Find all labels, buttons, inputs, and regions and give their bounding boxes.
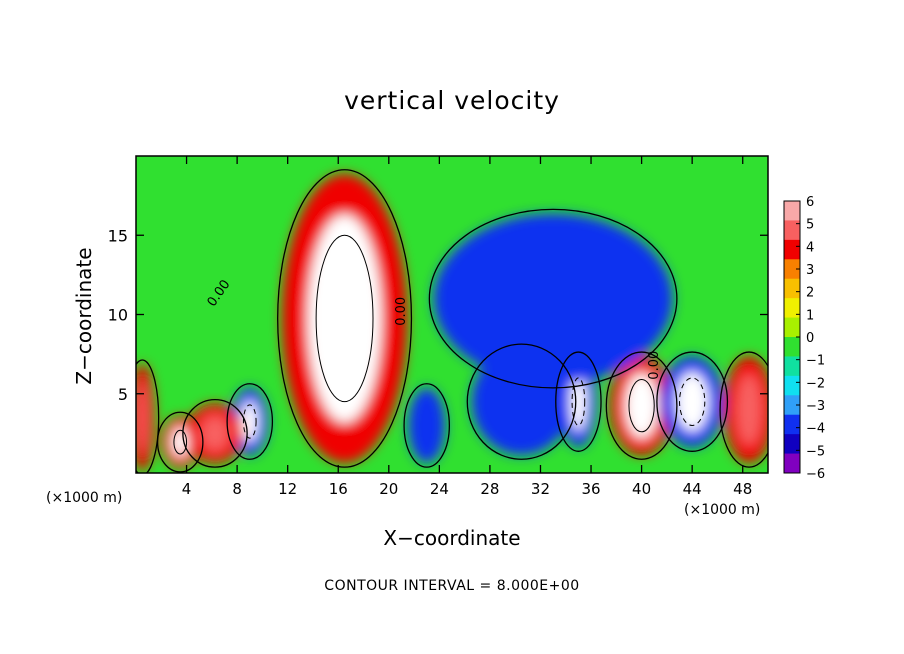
field-cell-core-3 <box>200 415 230 452</box>
y-tick-label-2: 15 <box>108 226 128 245</box>
y-axis: 5 10 15 <box>108 226 768 404</box>
field-cell-core-8 <box>625 372 659 439</box>
colorbar-tick-label-1: 5 <box>806 218 814 233</box>
zero-contour-6 <box>466 343 577 460</box>
colorbar-swatch-4 <box>784 278 800 299</box>
field-cell-core-2 <box>138 381 147 454</box>
field-cell-core-10 <box>736 373 762 446</box>
colorbar-tick-label-7: −1 <box>806 354 825 369</box>
chart-title: vertical velocity <box>344 86 560 115</box>
inner-contour-9 <box>679 377 706 426</box>
field-cell-core-6 <box>492 366 551 438</box>
x-tick-label-9: 40 <box>632 480 651 498</box>
y-tick-label-0: 5 <box>118 385 128 404</box>
inner-contour-7 <box>571 377 586 426</box>
inner-contour-4 <box>315 234 374 403</box>
colorbar-tick-label-9: −3 <box>806 399 825 414</box>
x-tick-label-3: 16 <box>329 480 348 498</box>
colorbar-swatch-8 <box>784 356 800 377</box>
colorbar-tick-label-4: 2 <box>806 286 814 301</box>
field-cells <box>136 173 768 472</box>
zero-contour-11 <box>428 208 678 389</box>
inner-contour-1 <box>173 429 188 455</box>
inner-contour-8 <box>628 378 655 433</box>
colorbar-tick-label-0: 6 <box>806 195 814 210</box>
colorbar-swatch-5 <box>784 298 800 319</box>
contour-interval-note: CONTOUR INTERVAL = 8.000E+00 <box>324 578 580 594</box>
x-tick-label-1: 8 <box>232 480 242 498</box>
colorbar-swatch-6 <box>784 317 800 338</box>
x-unit-label-left: (×1000 m) <box>46 490 123 506</box>
zero-contour-8 <box>605 351 678 460</box>
field-cell-core-11 <box>479 239 628 359</box>
field-cell-core-5 <box>418 401 435 450</box>
zero-contour-9 <box>656 351 729 452</box>
x-tick-label-7: 32 <box>531 480 550 498</box>
zero-contour-7 <box>555 351 602 452</box>
colorbar-swatch-7 <box>784 337 800 357</box>
contour-lines <box>136 169 768 473</box>
x-tick-label-2: 12 <box>278 480 297 498</box>
field-cell-core-0 <box>241 400 258 443</box>
colorbar-swatch-9 <box>784 375 800 396</box>
zero-contour-4 <box>277 169 413 468</box>
colorbar-swatch-13 <box>784 453 800 474</box>
colorbar-swatch-3 <box>784 259 800 280</box>
colorbar-swatch-0 <box>784 201 800 221</box>
x-unit-label-right: (×1000 m) <box>684 502 761 518</box>
x-tick-label-5: 24 <box>430 480 449 498</box>
zero-contour-3 <box>182 398 248 468</box>
zero-contour-10 <box>719 351 768 468</box>
colorbar-tick-label-6: 0 <box>806 331 814 346</box>
colorbar-tick-label-2: 4 <box>806 240 814 255</box>
x-tick-label-11: 48 <box>733 480 752 498</box>
y-axis-label: Z−coordinate <box>72 247 96 385</box>
colorbar-swatch-12 <box>784 434 800 455</box>
x-axis-label: X−coordinate <box>383 526 521 550</box>
colorbar: 6 5 4 3 2 1 0 −1 −2 −3 −4 −5 −6 <box>783 195 825 482</box>
zero-contour-0 <box>226 383 274 460</box>
colorbar-swatch-10 <box>784 395 800 416</box>
inner-contour-0 <box>242 404 257 439</box>
field-cell-core-4 <box>307 214 382 423</box>
contour-label-2: 0.00 <box>647 351 662 380</box>
field-cell-core-1 <box>172 427 189 457</box>
colorbar-swatch-1 <box>784 220 800 241</box>
x-tick-label-10: 44 <box>683 480 702 498</box>
x-axis: 4 8 12 16 20 24 28 32 36 40 44 48 <box>182 156 752 498</box>
zero-contour-2 <box>136 359 160 473</box>
colorbar-tick-label-5: 1 <box>806 308 814 323</box>
colorbar-tick-label-11: −5 <box>806 444 825 459</box>
x-tick-label-0: 4 <box>182 480 192 498</box>
zero-contour-5 <box>403 383 451 468</box>
colorbar-tick-label-8: −2 <box>806 376 825 391</box>
colorbar-swatch-2 <box>784 239 800 260</box>
x-tick-label-8: 36 <box>581 480 600 498</box>
velocity-field <box>136 156 768 473</box>
contour-label-1: 0.00 <box>394 297 409 326</box>
y-tick-label-1: 10 <box>108 306 128 325</box>
x-tick-label-4: 20 <box>379 480 398 498</box>
x-tick-label-6: 28 <box>480 480 499 498</box>
colorbar-tick-label-3: 3 <box>806 263 814 278</box>
colorbar-swatch-11 <box>784 414 800 435</box>
colorbar-tick-label-12: −6 <box>806 467 825 482</box>
field-cell-core-9 <box>675 371 709 432</box>
colorbar-tick-label-10: −4 <box>806 422 825 437</box>
